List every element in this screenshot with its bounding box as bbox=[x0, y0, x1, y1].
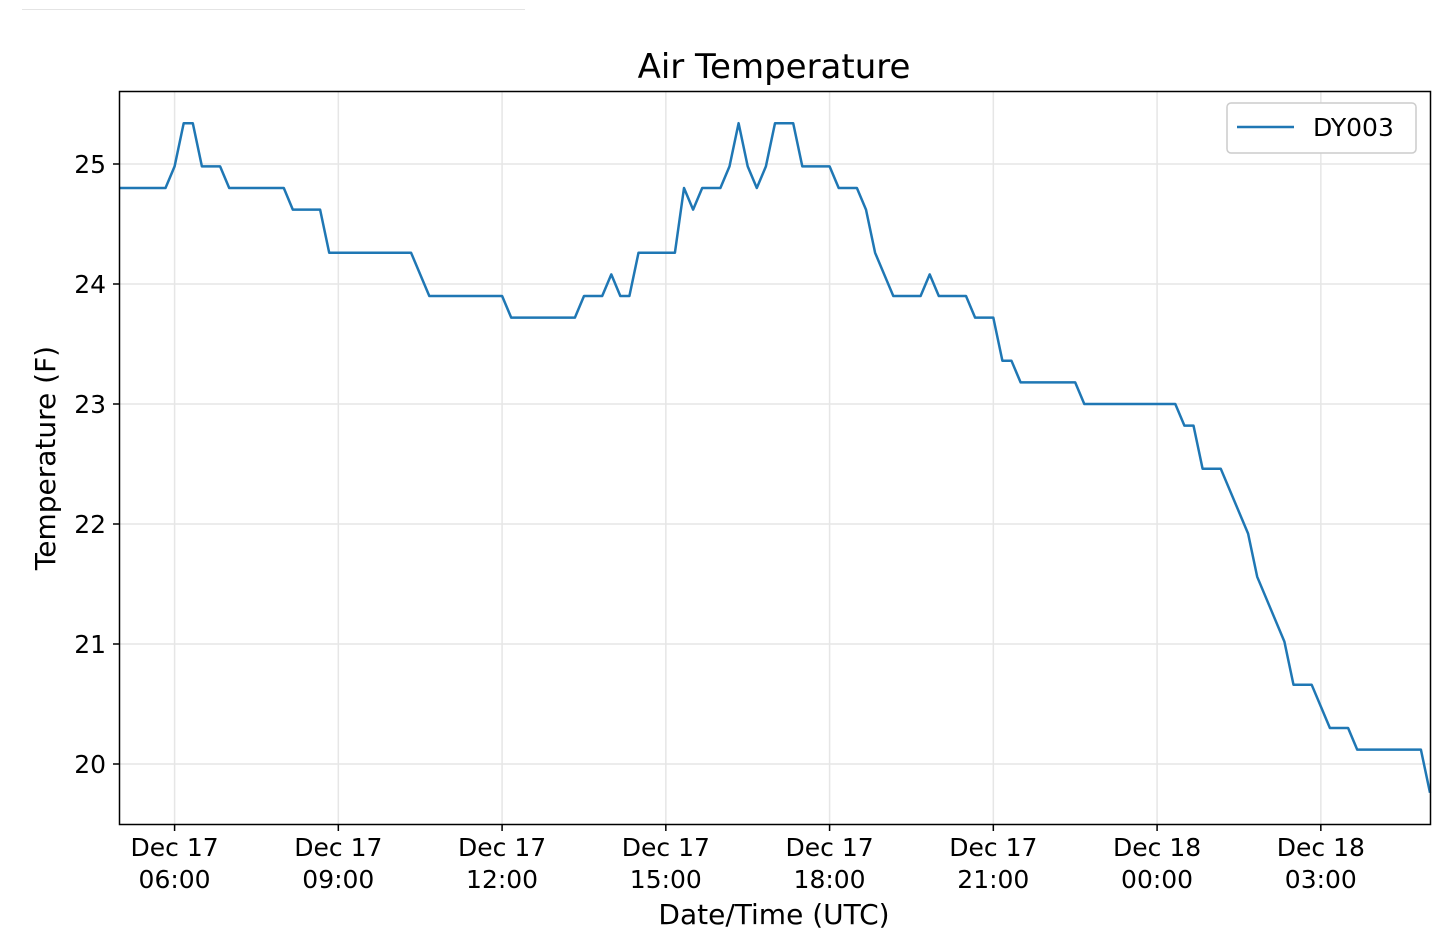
series-line-dy003 bbox=[120, 121, 1432, 794]
x-axis-label: Date/Time (UTC) bbox=[658, 898, 889, 931]
y-tick-label: 20 bbox=[74, 750, 106, 779]
x-tick-label: Dec 17 18:00 bbox=[786, 833, 874, 894]
x-tick-date: Dec 17 bbox=[622, 833, 710, 862]
legend-box bbox=[1226, 102, 1417, 154]
x-tick-date: Dec 17 bbox=[458, 833, 546, 862]
x-tick-label: Dec 17 09:00 bbox=[294, 833, 382, 894]
y-tick-label: 22 bbox=[74, 510, 106, 539]
top-divider bbox=[22, 9, 525, 10]
y-tick-label: 24 bbox=[74, 270, 106, 299]
x-tick-label: Dec 17 15:00 bbox=[622, 833, 710, 894]
x-tick-date: Dec 17 bbox=[786, 833, 874, 862]
y-tick-label: 25 bbox=[74, 150, 106, 179]
x-tick-date: Dec 17 bbox=[294, 833, 382, 862]
x-axis-ticks: Dec 17 06:00 Dec 17 09:00 Dec 17 12:00 Dec 17 1… bbox=[131, 824, 1365, 894]
x-tick-date: Dec 18 bbox=[1277, 833, 1365, 862]
x-tick-time: 15:00 bbox=[630, 865, 702, 894]
chart-title: Air Temperature bbox=[638, 47, 911, 87]
x-tick-time: 12:00 bbox=[466, 865, 538, 894]
x-tick-time: 00:00 bbox=[1121, 865, 1193, 894]
y-axis-label: Temperature (F) bbox=[29, 346, 62, 571]
x-tick-time: 18:00 bbox=[794, 865, 866, 894]
legend-label-dy003: DY003 bbox=[1313, 113, 1394, 142]
x-tick-label: Dec 18 03:00 bbox=[1277, 833, 1365, 894]
x-tick-label: Dec 17 12:00 bbox=[458, 833, 546, 894]
series-layer bbox=[120, 121, 1432, 794]
grid bbox=[120, 92, 1430, 824]
x-tick-label: Dec 17 06:00 bbox=[131, 833, 219, 894]
x-tick-date: Dec 17 bbox=[131, 833, 219, 862]
legend: DY003 bbox=[1226, 102, 1417, 154]
plot-frame bbox=[118, 90, 1432, 826]
y-tick-label: 23 bbox=[74, 390, 106, 419]
x-tick-label: Dec 17 21:00 bbox=[949, 833, 1037, 894]
x-tick-date: Dec 18 bbox=[1113, 833, 1201, 862]
x-tick-time: 06:00 bbox=[139, 865, 211, 894]
x-tick-label: Dec 18 00:00 bbox=[1113, 833, 1201, 894]
x-tick-time: 09:00 bbox=[302, 865, 374, 894]
x-tick-date: Dec 17 bbox=[949, 833, 1037, 862]
x-tick-time: 03:00 bbox=[1285, 865, 1357, 894]
y-tick-label: 21 bbox=[74, 630, 106, 659]
y-axis-ticks: 20 21 22 23 24 25 bbox=[74, 150, 120, 779]
x-tick-time: 21:00 bbox=[957, 865, 1029, 894]
